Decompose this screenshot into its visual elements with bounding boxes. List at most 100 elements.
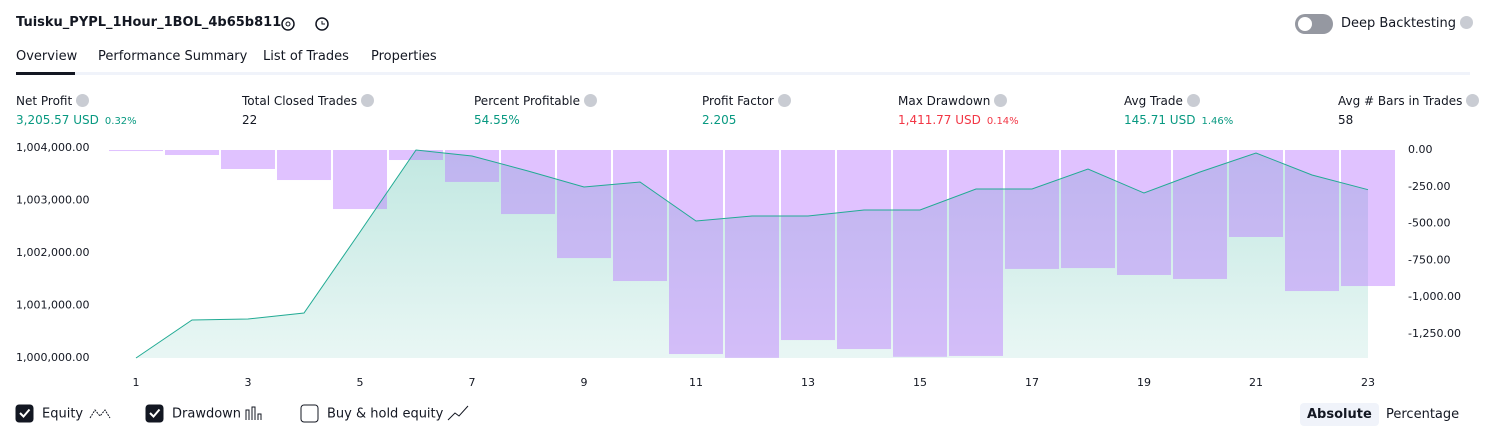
drawdown-bar [389,150,443,161]
help-icon[interactable] [994,94,1008,107]
x-tick-label: 15 [913,376,927,389]
drawdown-bar [949,150,1003,356]
alert-icon[interactable] [313,14,331,32]
percentage-button[interactable]: Percentage [1386,407,1460,422]
x-tick-label: 3 [245,376,252,389]
label: Max Drawdown [898,94,991,108]
checkbox[interactable] [15,404,34,423]
legend-label: Buy & hold equity [327,407,444,422]
help-icon[interactable] [1466,94,1480,107]
checkmark [149,408,161,418]
drawdown-bar [445,150,499,182]
drawdown-bar [501,150,555,215]
value: 22 [242,113,258,127]
metric-label: Total Closed Trades [242,94,375,108]
drawdown-bar [165,150,219,156]
drawdown-bar [1061,150,1115,269]
strategy-title: Tuisku_PYPL_1Hour_1BOL_4b65b811 [16,15,282,30]
deep-backtesting-label: Deep Backtesting [1341,16,1474,31]
tab-selected [16,72,75,75]
metric-value: 145.71 USD 1.46% [1124,113,1233,127]
value: 54.55% [474,113,520,127]
help-icon[interactable] [1186,94,1200,107]
checkmark [19,408,31,418]
tab-underline [16,72,1470,75]
drawdown-bar [1117,150,1171,275]
drawdown-bar [109,150,163,152]
drawdown-bar [613,150,667,282]
label: Avg Trade [1124,94,1183,108]
label: Percent Profitable [474,94,580,108]
help-icon[interactable] [777,94,791,107]
drawdown-bar [893,150,947,357]
drawdown-bar [837,150,891,350]
metric-value: 54.55% [474,113,520,127]
value: 145.71 USD [1124,113,1196,127]
settings-icon[interactable] [279,15,297,33]
drawdown-bar [725,150,779,358]
y2-tick-label: -1,250.00 [1408,327,1461,340]
y-tick-label: 1,003,000.00 [16,194,89,207]
x-tick-label: 1 [133,376,140,389]
percent: 0.14% [986,116,1019,127]
value: 2.205 [702,113,737,127]
metric-label: Avg Trade [1124,94,1200,108]
buyhold-legend-icon [447,405,469,421]
value: 1,411.77 USD [898,113,981,127]
x-tick-label: 13 [801,376,815,389]
drawdown-bar [221,150,275,169]
drawdown-bar [1229,150,1283,237]
label: Avg # Bars in Trades [1338,94,1463,108]
x-tick-label: 9 [581,376,588,389]
y-tick-label: 1,004,000.00 [16,141,89,154]
drawdown-bar [1173,150,1227,279]
x-tick-label: 23 [1361,376,1375,389]
absolute-button[interactable]: Absolute [1300,403,1379,426]
y-tick-label: 1,000,000.00 [16,351,89,364]
checkbox[interactable] [145,404,164,423]
checkbox[interactable] [300,404,319,423]
percent: 1.46% [1201,116,1234,127]
x-tick-label: 17 [1025,376,1039,389]
label: Profit Factor [702,94,774,108]
x-tick-label: 21 [1249,376,1263,389]
metric-label: Percent Profitable [474,94,597,108]
metric-value: 2.205 [702,113,736,127]
legend-label: Drawdown [172,407,241,422]
equity-line [135,149,1369,359]
y2-tick-label: -750.00 [1408,253,1450,266]
equity-area [136,150,1368,358]
drawdown-bar [669,150,723,355]
y2-tick-label: 0.00 [1408,143,1433,156]
drawdown-bar [333,150,387,210]
tab[interactable]: Properties [371,49,437,64]
tab[interactable]: Performance Summary [98,49,248,64]
metric-label: Profit Factor [702,94,791,108]
metric-value: 1,411.77 USD 0.14% [898,113,1019,127]
metric-value: 3,205.57 USD 0.32% [16,113,137,127]
tab[interactable]: List of Trades [263,49,349,64]
help-icon[interactable] [1460,16,1474,29]
value: 58 [1338,113,1354,127]
percent: 0.32% [104,116,137,127]
deep-backtesting-toggle[interactable] [1295,14,1333,34]
drawdown-bar [781,150,835,341]
y2-tick-label: -1,000.00 [1408,290,1461,303]
y-tick-label: 1,001,000.00 [16,299,89,312]
x-tick-label: 19 [1137,376,1151,389]
metric-value: 22 [242,113,257,127]
x-tick-label: 5 [357,376,364,389]
drawdown-bar [1285,150,1339,292]
help-icon[interactable] [583,94,597,107]
drawdown-bar [557,150,611,259]
drawdown-bar [1341,150,1395,287]
y2-tick-label: -250.00 [1408,180,1450,193]
x-tick-label: 11 [689,376,703,389]
help-icon[interactable] [76,94,90,107]
help-icon[interactable] [361,94,375,107]
tab[interactable]: Overview [16,49,78,64]
drawdown-legend-icon [245,406,262,420]
label: Deep Backtesting [1341,16,1457,31]
